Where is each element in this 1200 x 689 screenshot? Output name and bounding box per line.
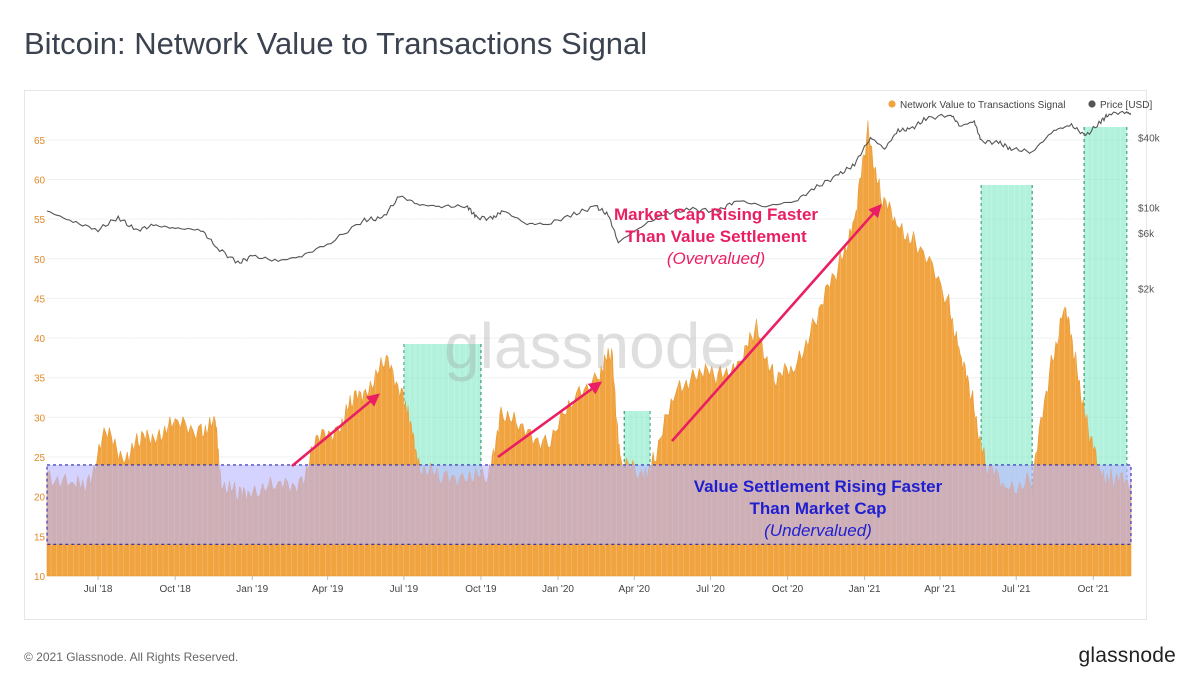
y-left-tick-label: 50 xyxy=(34,255,46,266)
legend-label-price: Price [USD] xyxy=(1100,100,1152,111)
y-right-tick-label: $10k xyxy=(1138,203,1161,214)
x-tick-label: Oct '19 xyxy=(465,584,497,595)
x-tick-label: Oct '18 xyxy=(159,584,191,595)
overvalued-line1: Market Cap Rising Faster xyxy=(614,205,818,224)
legend-swatch-price xyxy=(1088,100,1096,108)
undervalued-line2: Than Market Cap xyxy=(750,499,887,518)
y-left-tick-label: 20 xyxy=(34,493,46,504)
y-axis-right: $2k $6k $10k $40k xyxy=(1138,133,1161,295)
trend-arrow-2020 xyxy=(671,204,882,442)
footer-logo[interactable]: glassnode xyxy=(1078,644,1176,667)
x-tick-label: Jan '20 xyxy=(542,584,574,595)
x-tick-label: Jul '18 xyxy=(84,584,113,595)
y-right-tick-label: $2k xyxy=(1138,284,1155,295)
overvalued-line2: Than Value Settlement xyxy=(625,227,807,246)
legend-label-nvts: Network Value to Transactions Signal xyxy=(900,100,1065,111)
x-axis: Jul '18 Oct '18 Jan '19 Apr '19 Jul '19 Oct '… xyxy=(84,576,1110,595)
y-left-tick-label: 45 xyxy=(34,294,46,305)
x-tick-label: Oct '20 xyxy=(772,584,804,595)
x-tick-label: Apr '20 xyxy=(619,584,651,595)
y-left-tick-label: 15 xyxy=(34,532,46,543)
y-right-tick-label: $6k xyxy=(1138,229,1155,240)
y-left-tick-label: 30 xyxy=(34,413,46,424)
legend: Network Value to Transactions Signal Pri… xyxy=(888,100,1152,111)
x-tick-label: Jul '19 xyxy=(390,584,419,595)
x-tick-label: Jul '21 xyxy=(1002,584,1031,595)
y-left-tick-label: 65 xyxy=(34,136,46,147)
y-left-tick-label: 35 xyxy=(34,374,46,385)
y-left-tick-label: 55 xyxy=(34,215,46,226)
page-title: Bitcoin: Network Value to Transactions S… xyxy=(24,26,648,61)
x-tick-label: Apr '19 xyxy=(312,584,344,595)
price-line xyxy=(46,110,1132,264)
x-tick-label: Jul '20 xyxy=(696,584,725,595)
x-tick-label: Oct '21 xyxy=(1078,584,1110,595)
x-tick-label: Apr '21 xyxy=(924,584,956,595)
y-left-tick-label: 60 xyxy=(34,175,46,186)
trend-arrow-2019 xyxy=(291,393,381,468)
chart-frame xyxy=(24,90,1147,620)
watermark: glassnode xyxy=(444,310,736,382)
y-axis-left: 10 15 20 25 30 35 40 45 50 55 60 65 xyxy=(34,136,46,583)
undervalued-line1: Value Settlement Rising Faster xyxy=(694,477,943,496)
undervalued-annotation: Value Settlement Rising Faster Than Mark… xyxy=(694,477,943,540)
trend-arrows xyxy=(291,204,882,468)
x-tick-label: Jan '19 xyxy=(236,584,268,595)
overvalued-annotation: Market Cap Rising Faster Than Value Sett… xyxy=(614,205,818,268)
footer-copyright: © 2021 Glassnode. All Rights Reserved. xyxy=(24,650,239,664)
trend-arrow-2019b xyxy=(497,381,603,459)
undervalued-band xyxy=(46,464,1132,545)
undervalued-line3: (Undervalued) xyxy=(764,521,872,540)
y-left-tick-label: 25 xyxy=(34,453,46,464)
y-left-tick-label: 40 xyxy=(34,334,46,345)
overvalued-line3: (Overvalued) xyxy=(667,249,765,268)
x-tick-label: Jan '21 xyxy=(849,584,881,595)
legend-swatch-nvts xyxy=(888,100,896,108)
y-right-tick-label: $40k xyxy=(1138,133,1161,144)
y-left-tick-label: 10 xyxy=(34,572,46,583)
